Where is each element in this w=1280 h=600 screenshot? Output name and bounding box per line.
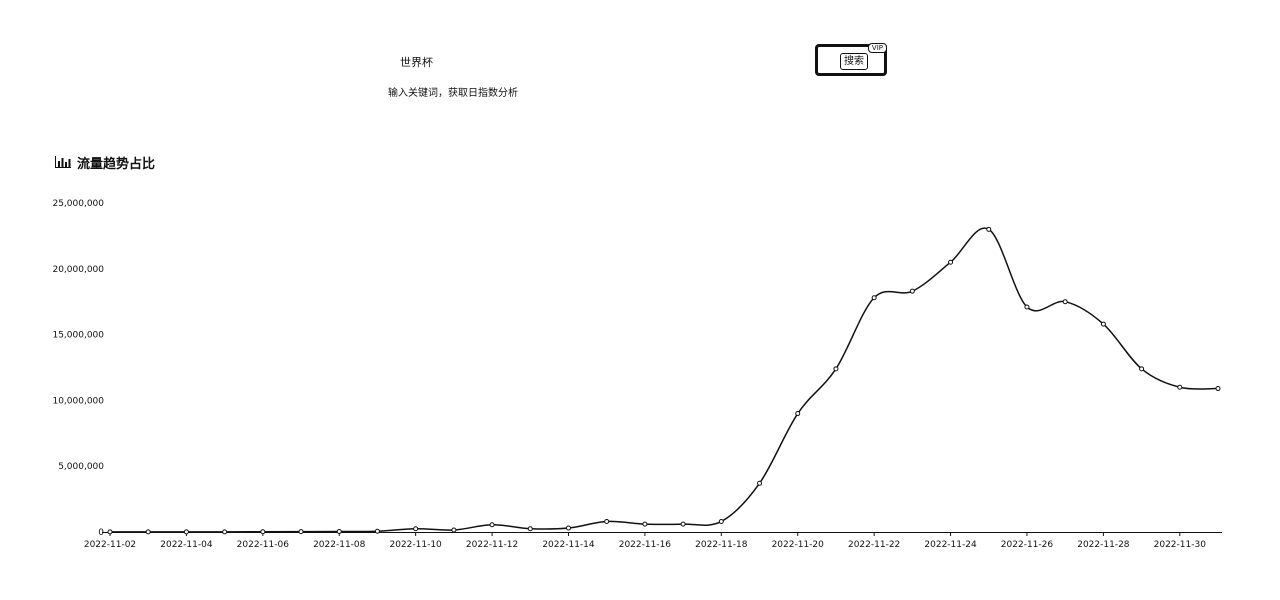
data-point (565, 525, 571, 531)
trend-chart: 0 5,000,000 10,000,000 15,000,000 20,000,000… (0, 190, 1280, 560)
bar-chart-icon (55, 153, 71, 172)
data-point (1062, 299, 1068, 305)
data-point (680, 521, 686, 527)
y-tick-label: 0 (98, 528, 104, 538)
data-point (260, 529, 266, 535)
data-point (909, 288, 915, 294)
data-point (298, 529, 304, 535)
section-title: 流量趋势占比 (77, 156, 156, 172)
data-point (757, 480, 763, 486)
data-point (642, 521, 648, 527)
x-tick-label: 2022-11-26 (1001, 540, 1054, 550)
trend-line-chart: 0 5,000,000 10,000,000 15,000,000 20,000,000… (52, 199, 1222, 550)
data-point (451, 527, 457, 533)
data-point (489, 522, 495, 528)
section-header: 流量趋势占比 (55, 152, 155, 172)
y-tick-label: 15,000,000 (52, 331, 104, 341)
y-tick-label: 10,000,000 (52, 396, 104, 406)
data-point (1215, 386, 1221, 392)
data-point (183, 529, 189, 535)
data-point (374, 528, 380, 534)
data-point (986, 226, 992, 232)
data-point (107, 529, 113, 535)
y-tick-label: 20,000,000 (52, 265, 104, 275)
data-point (833, 366, 839, 372)
search-button[interactable]: 搜索 VIP (815, 43, 887, 76)
x-tick-label: 2022-11-02 (84, 540, 136, 550)
x-tick-label: 2022-11-18 (695, 540, 748, 550)
x-tick-label: 2022-11-08 (313, 540, 366, 550)
x-tick-label: 2022-11-12 (466, 540, 518, 550)
x-tick-label: 2022-11-14 (542, 540, 595, 550)
y-tick-label: 25,000,000 (52, 199, 104, 209)
data-point (145, 529, 151, 535)
data-point (1177, 384, 1183, 390)
y-tick-label: 5,000,000 (58, 462, 104, 472)
data-point (795, 411, 801, 417)
data-point (222, 529, 228, 535)
x-tick-label: 2022-11-16 (619, 540, 672, 550)
data-point (527, 526, 533, 532)
data-point (718, 518, 724, 524)
data-point (1024, 304, 1030, 310)
data-point (1139, 366, 1145, 372)
data-point (604, 518, 610, 524)
x-tick-label: 2022-11-06 (237, 540, 290, 550)
series-line (110, 227, 1219, 533)
data-point (336, 528, 342, 534)
x-tick-label: 2022-11-28 (1077, 540, 1130, 550)
x-tick-label: 2022-11-20 (772, 540, 825, 550)
search-button-label: 搜索 (840, 53, 868, 70)
vip-badge: VIP (867, 43, 887, 53)
x-tick-label: 2022-11-30 (1154, 540, 1207, 550)
x-tick-label: 2022-11-22 (848, 540, 900, 550)
data-point (413, 526, 419, 532)
search-hint: 输入关键词，获取日指数分析 (388, 88, 518, 99)
search-keyword: 世界杯 (400, 56, 433, 69)
x-tick-label: 2022-11-04 (160, 540, 213, 550)
x-tick-label: 2022-11-24 (924, 540, 977, 550)
data-point (1100, 321, 1106, 327)
x-tick-label: 2022-11-10 (389, 540, 442, 550)
data-point (871, 295, 877, 301)
data-point (948, 259, 954, 265)
